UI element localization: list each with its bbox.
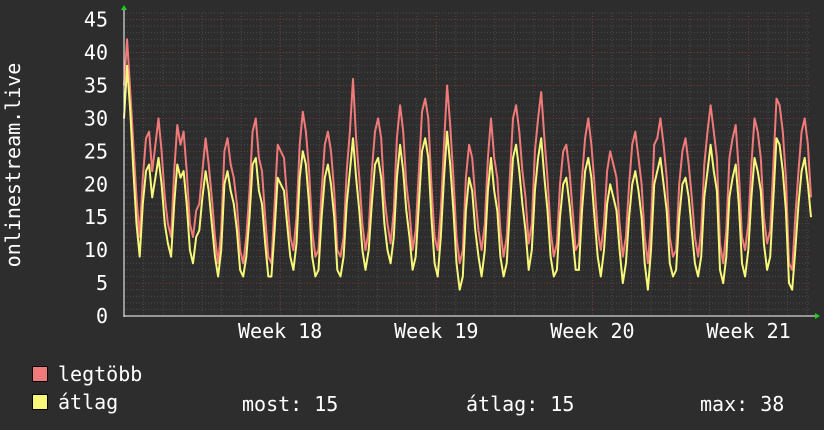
y-tick-label: 30 xyxy=(84,106,108,130)
stat-average: átlag: 15 xyxy=(466,392,575,416)
x-axis-arrow-icon xyxy=(815,313,820,319)
legend-item-avg: átlag xyxy=(32,390,119,414)
y-tick-label: 20 xyxy=(84,172,108,196)
x-tick-label: Week 19 xyxy=(394,319,478,343)
x-tick-label: Week 21 xyxy=(706,319,790,343)
stat-max: max: 38 xyxy=(700,392,785,416)
y-tick-label: 10 xyxy=(84,238,108,262)
stat-current: most: 15 xyxy=(242,392,339,416)
y-tick-label: 15 xyxy=(84,205,108,229)
x-tick-label: Week 20 xyxy=(550,319,634,343)
y-tick-label: 40 xyxy=(84,41,108,65)
y-tick-label: 5 xyxy=(96,271,108,295)
legend-swatch-max xyxy=(32,366,48,382)
y-axis-label: onlinestream.live xyxy=(1,63,25,268)
y-tick-label: 0 xyxy=(96,304,108,328)
series-line-max xyxy=(123,38,812,271)
y-tick-label: 35 xyxy=(84,73,108,97)
series-line-avg xyxy=(123,64,812,291)
legend-label-avg: átlag xyxy=(58,390,119,414)
y-tick-label: 25 xyxy=(84,139,108,163)
y-axis-arrow-icon xyxy=(121,5,127,10)
legend-swatch-avg xyxy=(32,394,48,410)
legend-label-max: legtöbb xyxy=(58,362,143,386)
legend-item-max: legtöbb xyxy=(32,362,143,386)
y-tick-label: 45 xyxy=(84,8,108,32)
x-tick-label: Week 18 xyxy=(238,319,322,343)
